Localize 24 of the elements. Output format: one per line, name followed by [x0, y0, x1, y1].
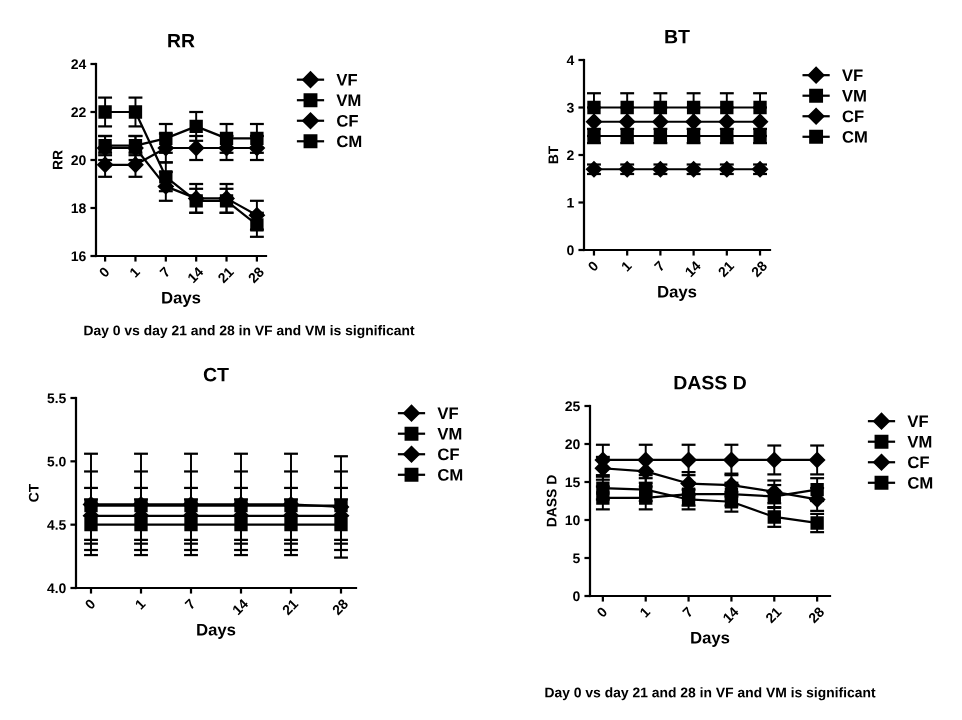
x-axis-title: Days — [197, 623, 236, 639]
chart-title: RR — [168, 33, 195, 48]
chart-title: BT — [665, 29, 690, 44]
legend-label: CF — [842, 110, 864, 123]
legend-label: VF — [907, 415, 929, 428]
legend-label: CM — [908, 476, 933, 489]
legend-label: CF — [337, 114, 358, 127]
legend-label: VM — [842, 90, 866, 102]
legend-label: VM — [336, 94, 361, 107]
legend-label: VF — [336, 74, 358, 86]
legend-label: VM — [907, 436, 932, 448]
legend-label: CM — [337, 135, 362, 148]
legend-label: VM — [437, 428, 462, 440]
x-axis-title: Days — [162, 291, 201, 307]
chart-title: DASS D — [674, 375, 746, 390]
legend-label: CM — [438, 468, 463, 481]
legend-label: CF — [908, 456, 929, 469]
legend-label: CM — [842, 130, 867, 143]
legend-label: VF — [437, 407, 459, 420]
chart-title: CT — [203, 367, 229, 382]
legend-label: CF — [438, 448, 459, 461]
x-axis-title: Days — [658, 285, 697, 301]
legend-label: VF — [842, 69, 863, 82]
x-axis-title: Days — [691, 631, 730, 647]
